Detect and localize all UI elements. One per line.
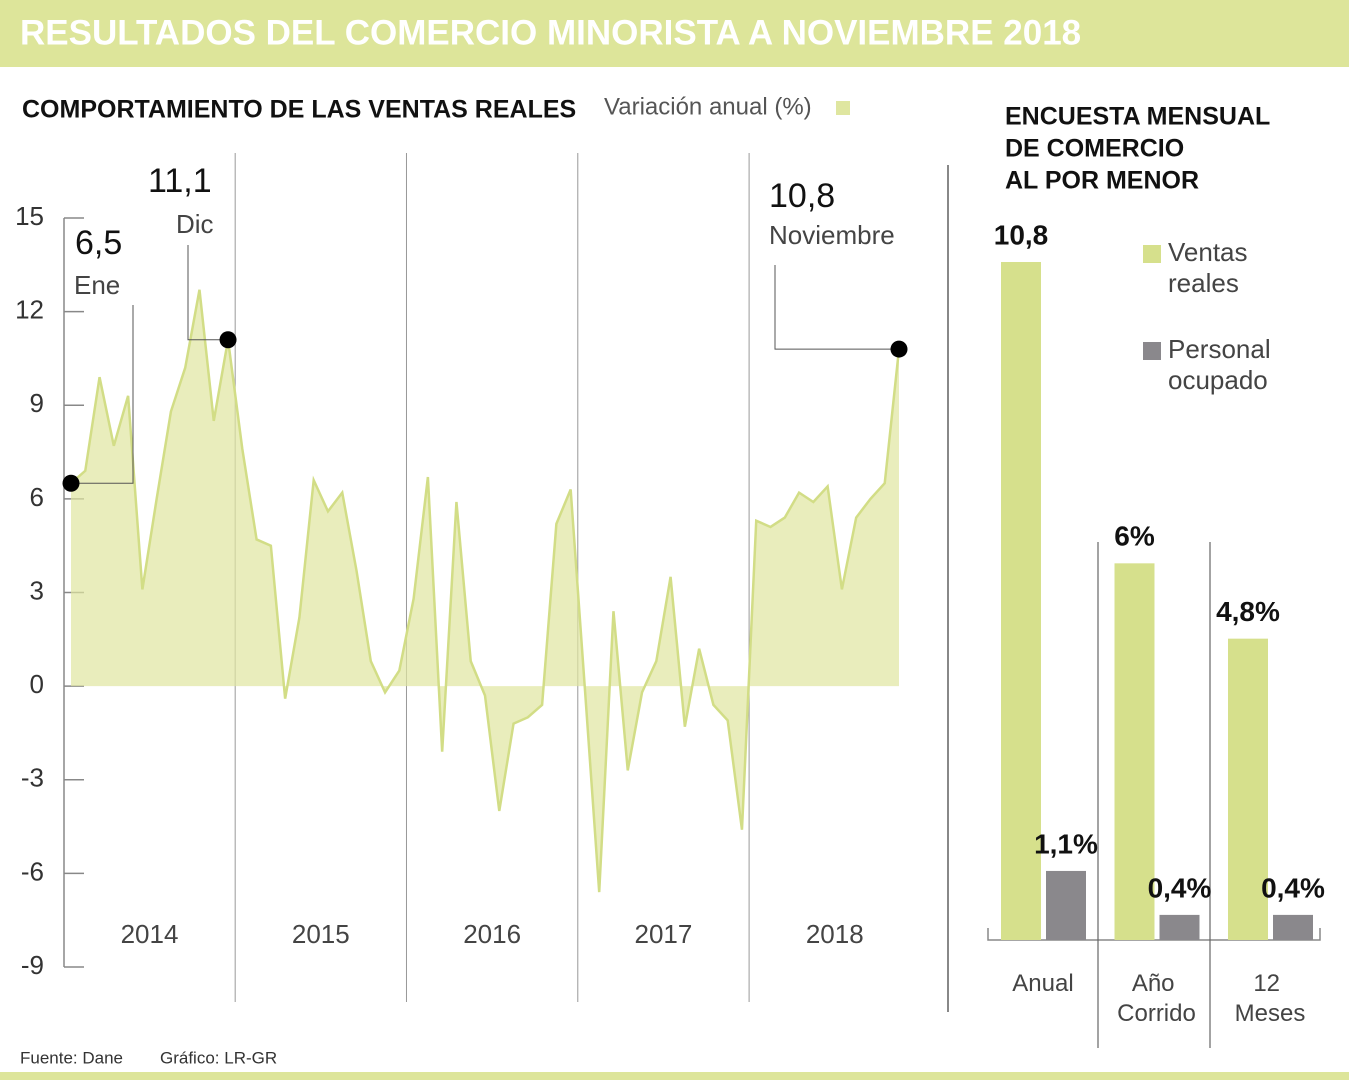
x-tick-label: 2015 bbox=[292, 919, 350, 949]
legend-label: Variación anual (%) bbox=[604, 93, 812, 120]
x-tick-label: Año Corrido bbox=[1117, 970, 1196, 1027]
y-tick-label: 0 bbox=[30, 669, 44, 699]
y-tick-label: -6 bbox=[21, 856, 44, 886]
source: Fuente: Dane bbox=[20, 1048, 123, 1067]
point bbox=[890, 340, 908, 358]
value-label: 6,5 bbox=[75, 224, 122, 262]
value-label: 11,1 bbox=[148, 162, 212, 200]
value-label: 4,8% bbox=[1216, 596, 1280, 627]
line bbox=[70, 289, 901, 893]
bar bbox=[1228, 638, 1268, 940]
y-tick-label: 3 bbox=[30, 575, 44, 605]
leader-line bbox=[774, 265, 899, 350]
legend-label: Personal ocupado bbox=[1168, 334, 1278, 395]
value-label: 0,4% bbox=[1261, 872, 1325, 903]
page-title: RESULTADOS DEL COMERCIO MINORISTA A NOVI… bbox=[20, 13, 1081, 52]
legend-label: Ventas reales bbox=[1168, 237, 1255, 298]
credit: Gráfico: LR-GR bbox=[160, 1048, 277, 1067]
bar bbox=[1046, 870, 1086, 940]
chart-title: AL POR MENOR bbox=[1005, 167, 1199, 195]
month-label: Noviembre bbox=[769, 220, 895, 250]
footer-band bbox=[0, 1072, 1349, 1080]
x-tick-label: 12 Meses bbox=[1235, 970, 1306, 1027]
bar bbox=[1273, 914, 1313, 940]
x-tick-label: 2016 bbox=[463, 919, 521, 949]
leader-line bbox=[71, 305, 134, 484]
legend-swatch bbox=[836, 101, 850, 115]
bar bbox=[1001, 262, 1041, 940]
x-tick-label: 2017 bbox=[635, 919, 693, 949]
leader-line bbox=[187, 245, 229, 341]
point bbox=[219, 331, 237, 349]
point bbox=[62, 474, 80, 492]
y-tick-label: 9 bbox=[30, 388, 44, 418]
chart-title: COMPORTAMIENTO DE LAS VENTAS REALES bbox=[22, 96, 576, 124]
x-tick-label: 2014 bbox=[121, 919, 179, 949]
chart-title: DE COMERCIO bbox=[1005, 135, 1184, 163]
value-label: 6% bbox=[1114, 521, 1155, 552]
y-tick-label: 6 bbox=[30, 482, 44, 512]
value-label: 10,8 bbox=[994, 219, 1049, 250]
value-label: 0,4% bbox=[1148, 872, 1212, 903]
chart-title: ENCUESTA MENSUAL bbox=[1005, 103, 1270, 131]
y-tick-label: -3 bbox=[21, 763, 44, 793]
legend-swatch bbox=[1143, 342, 1161, 360]
y-tick-label: -9 bbox=[21, 950, 44, 980]
x-tick-label: Anual bbox=[1012, 970, 1073, 997]
value-label: 10,8 bbox=[769, 177, 835, 215]
legend-swatch bbox=[1143, 245, 1161, 263]
area bbox=[71, 289, 899, 893]
y-tick-label: 15 bbox=[15, 201, 44, 231]
y-tick-label: 12 bbox=[15, 295, 44, 325]
bar bbox=[1114, 563, 1155, 940]
x-tick-label: 2018 bbox=[806, 919, 864, 949]
bar bbox=[1159, 914, 1200, 940]
month-label: Dic bbox=[176, 209, 214, 239]
value-label: 1,1% bbox=[1034, 828, 1098, 859]
month-label: Ene bbox=[74, 270, 120, 300]
header-band bbox=[0, 0, 1349, 67]
